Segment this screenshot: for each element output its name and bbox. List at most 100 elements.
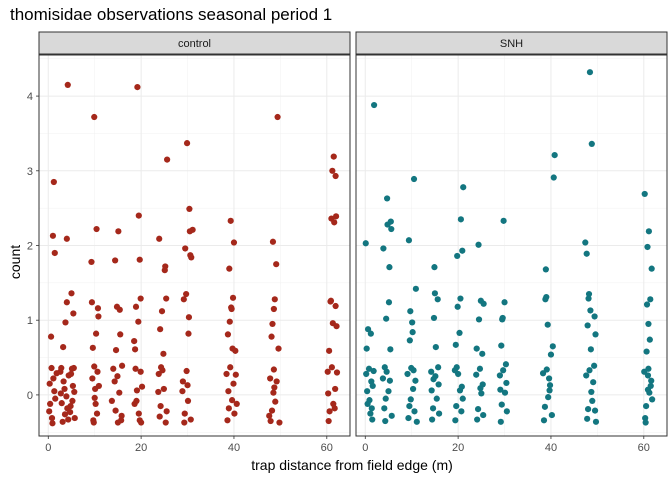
- data-point: [382, 417, 389, 425]
- data-point: [60, 378, 67, 385]
- data-point: [551, 152, 558, 159]
- data-point: [181, 419, 188, 426]
- data-point: [183, 140, 191, 147]
- data-point: [266, 412, 273, 419]
- data-point: [61, 411, 69, 418]
- data-point: [138, 419, 145, 426]
- data-point: [435, 381, 442, 388]
- data-point: [108, 397, 115, 404]
- data-point: [588, 388, 595, 396]
- data-point: [499, 316, 506, 323]
- data-point: [582, 239, 589, 246]
- data-point: [131, 346, 139, 353]
- data-point: [429, 416, 436, 423]
- y-axis-title: count: [7, 245, 23, 279]
- data-point: [52, 395, 59, 402]
- data-point: [363, 370, 370, 378]
- data-point: [497, 418, 504, 425]
- data-point: [112, 257, 119, 264]
- data-point: [367, 410, 374, 417]
- data-point: [58, 364, 65, 372]
- data-point: [94, 305, 102, 312]
- data-point: [223, 370, 230, 378]
- data-point: [163, 295, 170, 302]
- data-point: [93, 225, 100, 233]
- data-point: [135, 212, 142, 219]
- data-point: [276, 419, 283, 426]
- data-point: [406, 337, 413, 344]
- data-point: [540, 417, 548, 424]
- data-point: [112, 407, 119, 414]
- data-point: [453, 364, 460, 371]
- data-point: [428, 368, 435, 375]
- data-point: [137, 295, 144, 302]
- data-point: [47, 400, 54, 407]
- data-point: [268, 333, 275, 340]
- data-point: [456, 329, 463, 337]
- data-point: [367, 330, 374, 337]
- data-point: [381, 364, 388, 371]
- data-point: [591, 313, 598, 320]
- data-point: [332, 385, 339, 393]
- data-point: [587, 307, 594, 314]
- data-point: [275, 345, 282, 352]
- data-point: [133, 397, 140, 404]
- data-point: [118, 412, 125, 419]
- facet-strip: [355, 31, 668, 55]
- data-point: [50, 375, 57, 382]
- data-point: [164, 156, 171, 163]
- data-point: [434, 296, 441, 303]
- data-point: [156, 413, 163, 420]
- data-point: [90, 419, 97, 426]
- data-point: [585, 290, 593, 298]
- data-point: [379, 375, 387, 382]
- data-point: [183, 290, 190, 298]
- y-axis-ticks: 0 1 2 3 4: [27, 91, 39, 402]
- data-point: [545, 394, 552, 401]
- data-point: [542, 296, 549, 303]
- data-point: [233, 400, 240, 407]
- data-point: [543, 366, 550, 373]
- data-point: [405, 237, 413, 244]
- data-point: [475, 241, 482, 248]
- data-point: [88, 299, 96, 306]
- data-point: [546, 382, 554, 389]
- data-point: [330, 153, 337, 160]
- data-point: [185, 330, 192, 337]
- data-point: [386, 377, 393, 384]
- x-tick-label: 60: [638, 442, 650, 454]
- data-point: [63, 235, 70, 242]
- data-point: [541, 403, 549, 410]
- data-point: [370, 367, 377, 375]
- data-point: [230, 380, 237, 387]
- data-point: [51, 249, 58, 257]
- data-point: [328, 364, 335, 371]
- data-point: [386, 264, 393, 271]
- data-point: [645, 228, 653, 235]
- data-point: [405, 414, 412, 422]
- data-point: [647, 296, 654, 303]
- x-tick-label: 0: [45, 442, 51, 454]
- data-point: [271, 384, 278, 391]
- data-point: [385, 388, 392, 395]
- data-point: [590, 379, 597, 386]
- data-point: [333, 323, 340, 330]
- data-point: [412, 377, 419, 384]
- data-point: [333, 369, 341, 376]
- data-point: [267, 375, 274, 382]
- data-point: [641, 190, 648, 198]
- data-point: [91, 394, 98, 401]
- data-point: [183, 367, 190, 375]
- data-point: [645, 320, 652, 328]
- data-point: [387, 346, 394, 353]
- data-point: [271, 296, 278, 303]
- data-point: [93, 410, 101, 417]
- data-point: [645, 365, 652, 372]
- data-point: [70, 310, 77, 317]
- data-point: [132, 365, 139, 372]
- data-point: [325, 417, 332, 425]
- data-point: [548, 411, 555, 419]
- data-point: [228, 304, 235, 311]
- data-point: [384, 195, 391, 202]
- data-point: [112, 346, 120, 354]
